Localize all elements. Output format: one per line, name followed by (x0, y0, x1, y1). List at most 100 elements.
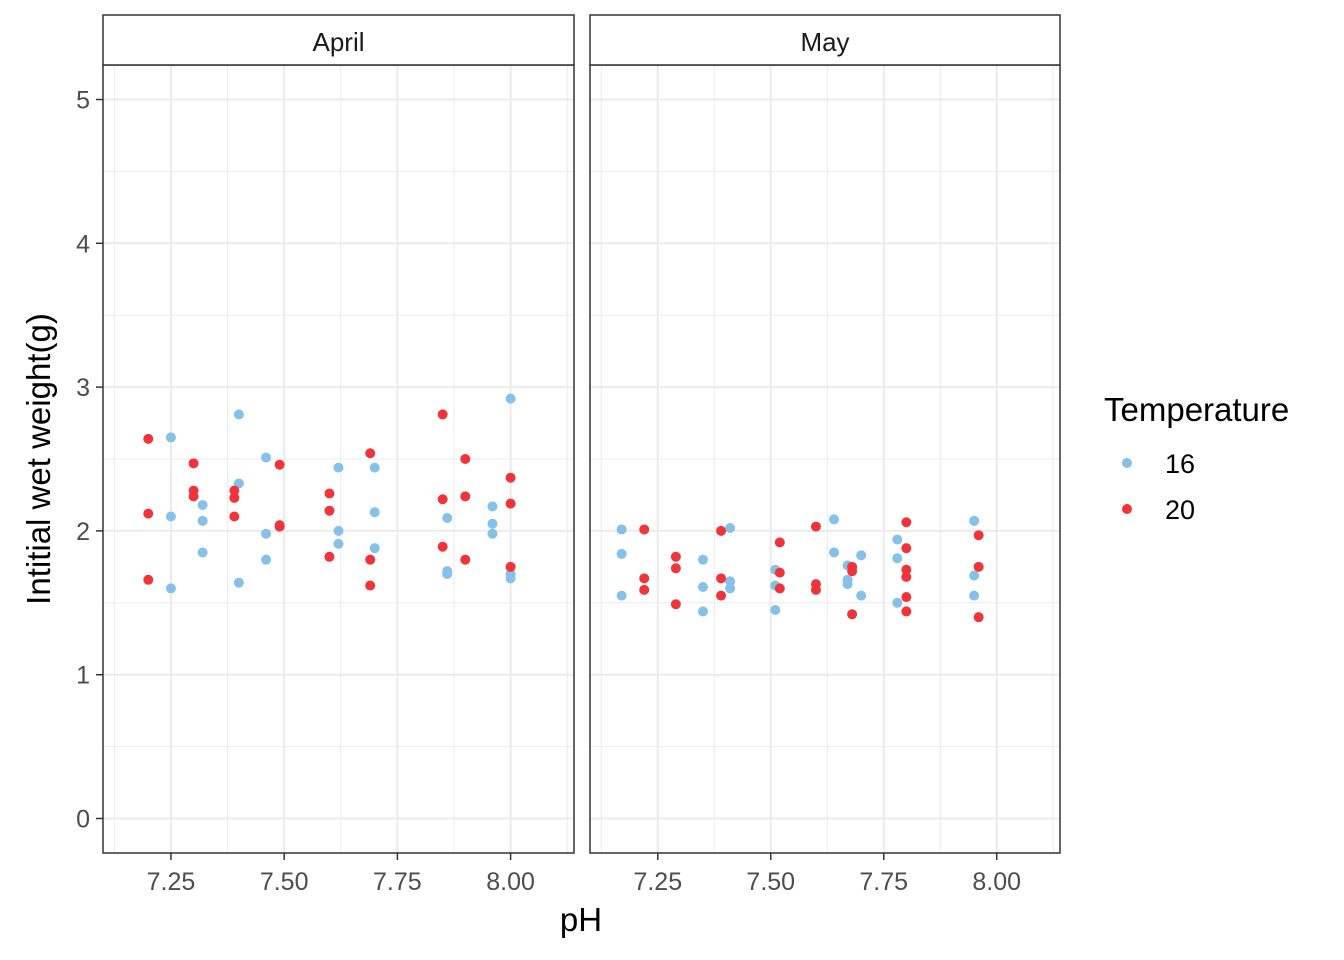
data-point-20 (639, 524, 650, 535)
data-point-20 (901, 517, 912, 528)
data-point-20 (437, 494, 448, 505)
data-point-20 (365, 580, 376, 591)
facet-strip (102, 14, 575, 66)
x-tick-label: 7.25 (147, 868, 196, 896)
data-point-20 (901, 592, 912, 603)
data-point-20 (973, 530, 984, 541)
legend-label-20: 20 (1165, 495, 1195, 525)
data-point-20 (365, 448, 376, 459)
data-point-20 (973, 612, 984, 623)
data-point-20 (505, 472, 516, 483)
facet-strip (589, 14, 1061, 66)
data-point-16 (505, 573, 516, 584)
data-point-16 (197, 500, 208, 511)
data-point-20 (274, 521, 285, 532)
x-tick-label: 8.00 (972, 868, 1021, 896)
data-point-16 (892, 597, 903, 608)
panel-april: April 7.25 7.50 7.75 8.00 0 1 2 3 4 5 (76, 14, 575, 896)
data-point-20 (716, 573, 727, 584)
data-point-20 (229, 511, 240, 522)
panel-may: May 7.25 7.50 7.75 8.00 (589, 14, 1061, 896)
data-point-20 (143, 574, 154, 585)
data-point-16 (725, 576, 736, 587)
data-point-16 (697, 581, 708, 592)
data-point-20 (365, 554, 376, 565)
data-point-16 (505, 393, 516, 404)
data-point-20 (847, 566, 858, 577)
data-point-16 (892, 553, 903, 564)
data-point-16 (233, 577, 244, 588)
facet-strip-label: May (800, 27, 849, 57)
data-point-16 (616, 548, 627, 559)
data-point-16 (369, 543, 380, 554)
x-axis-title: pH (560, 901, 602, 938)
data-point-16 (333, 525, 344, 536)
data-point-20 (670, 563, 681, 574)
data-point-16 (892, 534, 903, 545)
x-tick-label: 7.50 (260, 868, 309, 896)
data-point-20 (973, 561, 984, 572)
data-point-20 (437, 409, 448, 420)
data-point-20 (716, 590, 727, 601)
data-point-16 (725, 523, 736, 534)
data-point-16 (333, 538, 344, 549)
data-point-16 (616, 524, 627, 535)
data-point-20 (229, 485, 240, 496)
data-point-16 (369, 507, 380, 518)
data-point-20 (901, 571, 912, 582)
data-point-16 (770, 604, 781, 615)
data-point-20 (810, 521, 821, 532)
data-point-20 (143, 508, 154, 519)
y-tick-label: 1 (76, 662, 90, 690)
data-point-20 (324, 551, 335, 562)
data-point-20 (460, 554, 471, 565)
data-point-20 (460, 491, 471, 502)
data-point-16 (697, 606, 708, 617)
data-point-20 (901, 543, 912, 554)
data-point-16 (969, 515, 980, 526)
data-point-16 (165, 432, 176, 443)
data-point-16 (856, 590, 867, 601)
y-axis-title: Intitial wet weight(g) (20, 313, 57, 605)
data-point-16 (829, 547, 840, 558)
y-tick-label: 5 (76, 87, 90, 115)
data-point-16 (725, 583, 736, 594)
data-point-20 (188, 458, 199, 469)
data-point-16 (233, 478, 244, 489)
y-tick-label: 2 (76, 518, 90, 546)
facet-strip-label: April (312, 27, 364, 57)
data-point-20 (810, 584, 821, 595)
data-point-16 (969, 570, 980, 581)
data-point-16 (261, 528, 272, 539)
data-point-16 (165, 511, 176, 522)
x-tick-label: 7.75 (859, 868, 908, 896)
legend-title: Temperature (1104, 391, 1289, 428)
data-point-20 (505, 498, 516, 509)
data-point-16 (697, 554, 708, 565)
legend-key-20 (1122, 504, 1132, 514)
data-point-20 (229, 492, 240, 503)
data-point-16 (442, 569, 453, 580)
data-point-20 (460, 454, 471, 464)
data-point-16 (969, 590, 980, 601)
y-tick-label: 4 (76, 230, 90, 258)
data-point-16 (487, 501, 498, 512)
data-point-20 (670, 551, 681, 562)
data-point-16 (233, 409, 244, 420)
data-point-16 (333, 462, 344, 473)
data-point-20 (639, 573, 650, 584)
data-point-16 (829, 514, 840, 525)
data-point-20 (324, 488, 335, 499)
data-point-20 (774, 567, 785, 578)
data-point-20 (143, 433, 154, 444)
data-point-20 (716, 525, 727, 536)
data-point-20 (847, 609, 858, 620)
data-point-16 (487, 518, 498, 529)
data-point-16 (261, 554, 272, 565)
data-point-20 (324, 505, 335, 516)
x-tick-label: 7.25 (633, 868, 682, 896)
data-point-16 (165, 583, 176, 594)
data-point-20 (901, 564, 912, 575)
data-point-20 (188, 491, 199, 502)
